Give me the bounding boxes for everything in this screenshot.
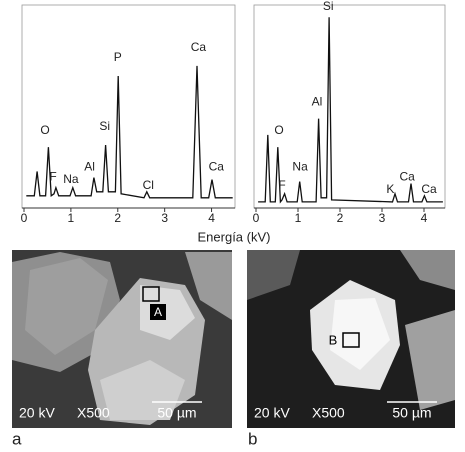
peak-label: Al: [84, 160, 95, 174]
peak-label: Si: [323, 0, 334, 13]
magnification-label: X500: [77, 405, 110, 421]
peak-label: O: [274, 123, 283, 137]
scale-label: 50 µm: [392, 405, 431, 421]
figure-svg: 0 1 2 3 4 O F Na Al Si P Cl Ca Ca Energía (kV) 0 1 2 3 4 Si A…: [0, 0, 465, 452]
peak-label: P: [114, 50, 122, 64]
peak-label: Ca: [191, 40, 207, 54]
x-tick-label: 1: [295, 211, 302, 225]
peak-label: Ca: [421, 182, 437, 196]
spectrum-line: [26, 66, 232, 198]
peak-label: Al: [312, 95, 323, 109]
peak-label: F: [49, 170, 56, 184]
spectrum-line: [258, 17, 443, 202]
voltage-label: 20 kV: [19, 405, 55, 421]
peak-label: Ca: [400, 170, 416, 184]
marker-label: B: [329, 332, 338, 347]
x-tick-label: 3: [161, 211, 168, 225]
peak-label: O: [40, 123, 49, 137]
x-tick-label: 2: [337, 211, 344, 225]
peak-label: Ca: [209, 160, 225, 174]
x-tick-label: 3: [379, 211, 386, 225]
magnification-label: X500: [312, 405, 345, 421]
x-tick-label: 4: [208, 211, 215, 225]
x-tick-label: 4: [421, 211, 428, 225]
figure: 0 1 2 3 4 O F Na Al Si P Cl Ca Ca Energía (kV) 0 1 2 3 4 Si A…: [0, 0, 465, 452]
x-tick-label: 2: [114, 211, 121, 225]
marker-label: A: [154, 305, 162, 319]
peak-label: K: [386, 182, 394, 196]
x-tick-label: 0: [21, 211, 28, 225]
peak-label: Cl: [143, 178, 154, 192]
scale-label: 50 µm: [157, 405, 196, 421]
x-tick-label: 0: [253, 211, 260, 225]
x-axis-label: Energía (kV): [198, 229, 271, 244]
x-tick-label: 1: [68, 211, 75, 225]
peak-label: Na: [63, 172, 79, 186]
panel-label: a: [12, 429, 22, 448]
peak-label: Si: [99, 119, 110, 133]
panel-label: b: [248, 429, 257, 448]
voltage-label: 20 kV: [254, 405, 290, 421]
peak-label: Na: [292, 160, 308, 174]
peak-label: F: [278, 178, 285, 192]
